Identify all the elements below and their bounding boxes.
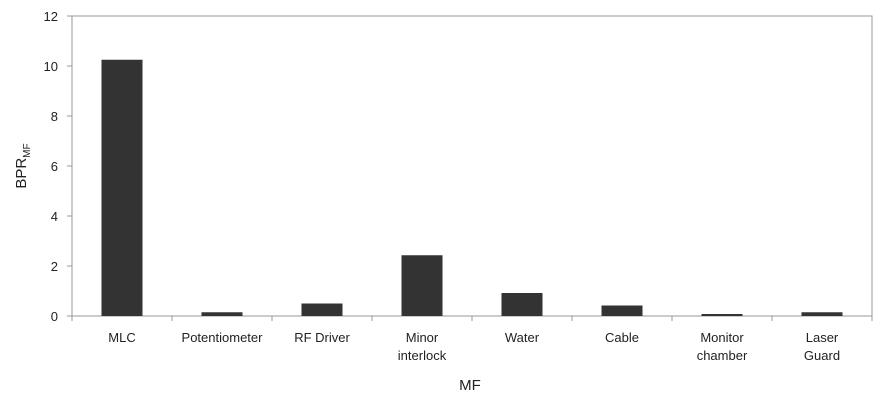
bar: [601, 305, 643, 316]
x-axis-ticks: MLC Potentiometer RF Driver Minor interlock W…: [71, 316, 873, 363]
x-category-label: Minor interlock: [398, 330, 447, 363]
y-axis-title-subscript: MF: [22, 143, 33, 157]
plot-frame: [71, 15, 873, 317]
y-axis-title: BPRMF: [13, 143, 33, 188]
bar: [201, 312, 243, 316]
bars: [101, 59, 843, 316]
x-category-label: MLC: [108, 330, 135, 345]
y-tick-label: 0: [51, 309, 58, 324]
bar: [701, 314, 743, 316]
y-axis-title-main: BPR: [13, 158, 30, 189]
y-tick-label: 12: [44, 9, 58, 24]
x-category-label: Monitor chamber: [697, 330, 748, 363]
x-axis-title: MF: [459, 377, 481, 394]
x-category-label: Water: [505, 330, 540, 345]
y-tick-label: 10: [44, 59, 58, 74]
y-axis-ticks: 0 2 4 6 8 10 12: [44, 9, 72, 324]
plot-border: [71, 15, 873, 317]
y-tick-label: 6: [51, 159, 58, 174]
y-tick-label: 8: [51, 109, 58, 124]
y-tick-label: 2: [51, 259, 58, 274]
x-category-label: Cable: [605, 330, 639, 345]
x-category-label: RF Driver: [294, 330, 350, 345]
x-category-label: Laser Guard: [804, 330, 840, 363]
y-tick-label: 4: [51, 209, 58, 224]
bar: [101, 59, 143, 316]
bar: [301, 303, 343, 316]
bar: [501, 293, 543, 316]
bar: [801, 312, 843, 316]
bar: [401, 255, 443, 316]
x-category-label: Potentiometer: [182, 330, 264, 345]
